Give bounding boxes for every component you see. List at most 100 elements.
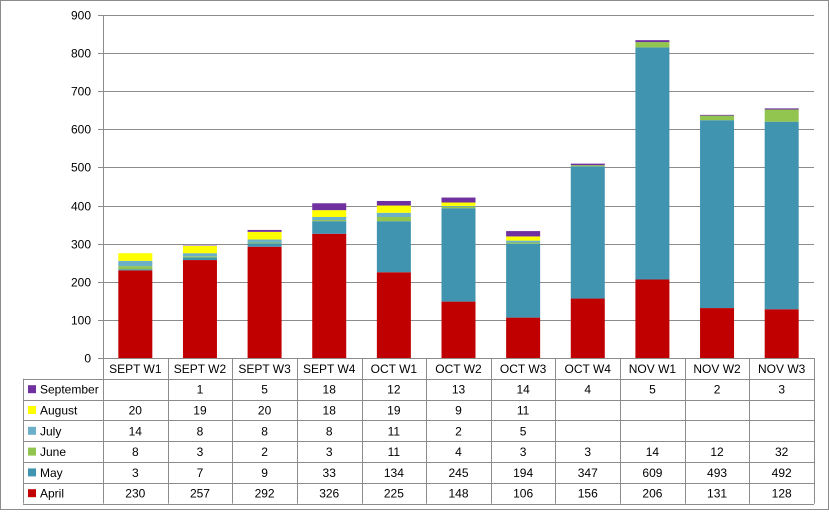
data-label-september-oct-w3: 14	[516, 383, 530, 397]
bar-segment-september-nov-w2	[700, 115, 734, 116]
data-label-june-nov-w3: 32	[775, 445, 789, 459]
bar-segment-may-oct-w3	[506, 244, 540, 318]
bar-segment-april-oct-w2	[442, 302, 476, 358]
bar-segment-april-nov-w1	[635, 279, 669, 358]
data-label-april-oct-w3: 106	[513, 487, 533, 501]
data-label-may-oct-w2: 245	[448, 466, 468, 480]
bar-segment-may-nov-w2	[700, 120, 734, 308]
data-label-september-oct-w1: 12	[387, 383, 401, 397]
data-label-april-oct-w2: 148	[448, 487, 468, 501]
data-label-july-sept-w1: 14	[129, 424, 143, 438]
bar-segment-may-sept-w2	[183, 257, 217, 260]
data-label-june-sept-w4: 3	[326, 445, 333, 459]
bar-segment-august-sept-w1	[118, 253, 152, 261]
x-tick-label-nov-w1: NOV W1	[629, 362, 677, 376]
data-label-june-sept-w2: 3	[197, 445, 204, 459]
y-tick-label: 700	[71, 85, 91, 99]
x-tick-label-sept-w2: SEPT W2	[174, 362, 227, 376]
bar-segment-june-sept-w4	[312, 220, 346, 221]
bar-segment-july-sept-w2	[183, 253, 217, 256]
data-label-april-sept-w3: 292	[255, 487, 275, 501]
legend-label-july: July	[40, 424, 61, 438]
legend-key-august	[28, 406, 36, 414]
bar-segment-september-sept-w3	[248, 230, 282, 232]
data-label-april-sept-w2: 257	[190, 487, 210, 501]
data-label-august-sept-w4: 18	[323, 404, 337, 418]
bar-segment-july-oct-w2	[442, 206, 476, 207]
bar-segment-august-sept-w2	[183, 246, 217, 253]
bar-segment-july-oct-w1	[377, 213, 411, 217]
y-tick-label: 900	[71, 9, 91, 23]
data-label-may-sept-w1: 3	[132, 466, 139, 480]
bar-segment-september-oct-w1	[377, 201, 411, 206]
data-label-july-sept-w2: 8	[197, 424, 204, 438]
data-label-april-oct-w1: 225	[384, 487, 404, 501]
data-label-may-nov-w3: 492	[772, 466, 792, 480]
bar-segment-may-oct-w1	[377, 221, 411, 272]
bar-segment-september-oct-w2	[442, 198, 476, 203]
bar-segment-june-sept-w3	[248, 243, 282, 244]
bar-segment-august-sept-w3	[248, 232, 282, 240]
data-label-may-nov-w1: 609	[642, 466, 662, 480]
bar-segment-september-nov-w1	[635, 40, 669, 42]
legend-label-april: April	[40, 487, 64, 501]
bar-segment-july-sept-w4	[312, 217, 346, 220]
data-label-august-oct-w1: 19	[387, 404, 401, 418]
bar-segment-april-oct-w3	[506, 318, 540, 358]
bar-segment-june-oct-w4	[571, 165, 605, 166]
bar-segment-june-nov-w2	[700, 116, 734, 121]
bar-segment-april-sept-w4	[312, 234, 346, 358]
bar-segment-april-oct-w1	[377, 272, 411, 358]
bar-segment-august-oct-w3	[506, 236, 540, 240]
data-label-september-nov-w1: 5	[649, 383, 656, 397]
legend-label-june: June	[40, 445, 66, 459]
bar-segment-july-oct-w3	[506, 241, 540, 243]
bar-segment-august-oct-w1	[377, 206, 411, 213]
y-tick-label: 200	[71, 276, 91, 290]
bar-segment-june-oct-w3	[506, 243, 540, 244]
data-label-may-oct-w1: 134	[384, 466, 404, 480]
data-label-may-nov-w2: 493	[707, 466, 727, 480]
bar-segment-june-oct-w1	[377, 217, 411, 221]
data-label-june-sept-w3: 2	[261, 445, 268, 459]
bar-segment-july-sept-w3	[248, 239, 282, 242]
data-label-may-oct-w4: 347	[578, 466, 598, 480]
bar-segment-april-sept-w1	[118, 270, 152, 358]
data-label-september-oct-w4: 4	[584, 383, 591, 397]
x-tick-label-sept-w3: SEPT W3	[238, 362, 291, 376]
bar-segment-may-nov-w3	[765, 122, 799, 310]
bars	[118, 40, 798, 358]
y-tick-label: 600	[71, 123, 91, 137]
data-label-september-sept-w4: 18	[323, 383, 337, 397]
data-label-april-oct-w4: 156	[578, 487, 598, 501]
data-label-may-sept-w3: 9	[261, 466, 268, 480]
x-tick-label-oct-w2: OCT W2	[435, 362, 482, 376]
bar-segment-september-sept-w4	[312, 203, 346, 210]
y-tick-label: 400	[71, 200, 91, 214]
bar-segment-may-oct-w4	[571, 166, 605, 298]
bar-segment-may-oct-w2	[442, 208, 476, 301]
data-label-september-sept-w2: 1	[197, 383, 204, 397]
data-label-july-oct-w2: 2	[455, 424, 462, 438]
bar-segment-september-oct-w3	[506, 231, 540, 236]
bar-segment-may-nov-w1	[635, 47, 669, 279]
x-tick-label-nov-w2: NOV W2	[693, 362, 741, 376]
legend-key-june	[28, 448, 36, 456]
data-label-june-oct-w3: 3	[520, 445, 527, 459]
bar-segment-june-sept-w1	[118, 266, 152, 269]
y-tick-label: 800	[71, 47, 91, 61]
bar-segment-august-oct-w2	[442, 203, 476, 206]
x-tick-label-oct-w4: OCT W4	[565, 362, 612, 376]
data-label-july-sept-w4: 8	[326, 424, 333, 438]
data-label-may-sept-w4: 33	[323, 466, 337, 480]
data-label-april-nov-w1: 206	[642, 487, 662, 501]
data-label-june-oct-w2: 4	[455, 445, 462, 459]
y-tick-label: 100	[71, 314, 91, 328]
legend-key-september	[28, 385, 36, 393]
x-tick-label-sept-w1: SEPT W1	[109, 362, 162, 376]
bar-segment-june-sept-w2	[183, 256, 217, 257]
data-label-june-nov-w2: 12	[710, 445, 724, 459]
